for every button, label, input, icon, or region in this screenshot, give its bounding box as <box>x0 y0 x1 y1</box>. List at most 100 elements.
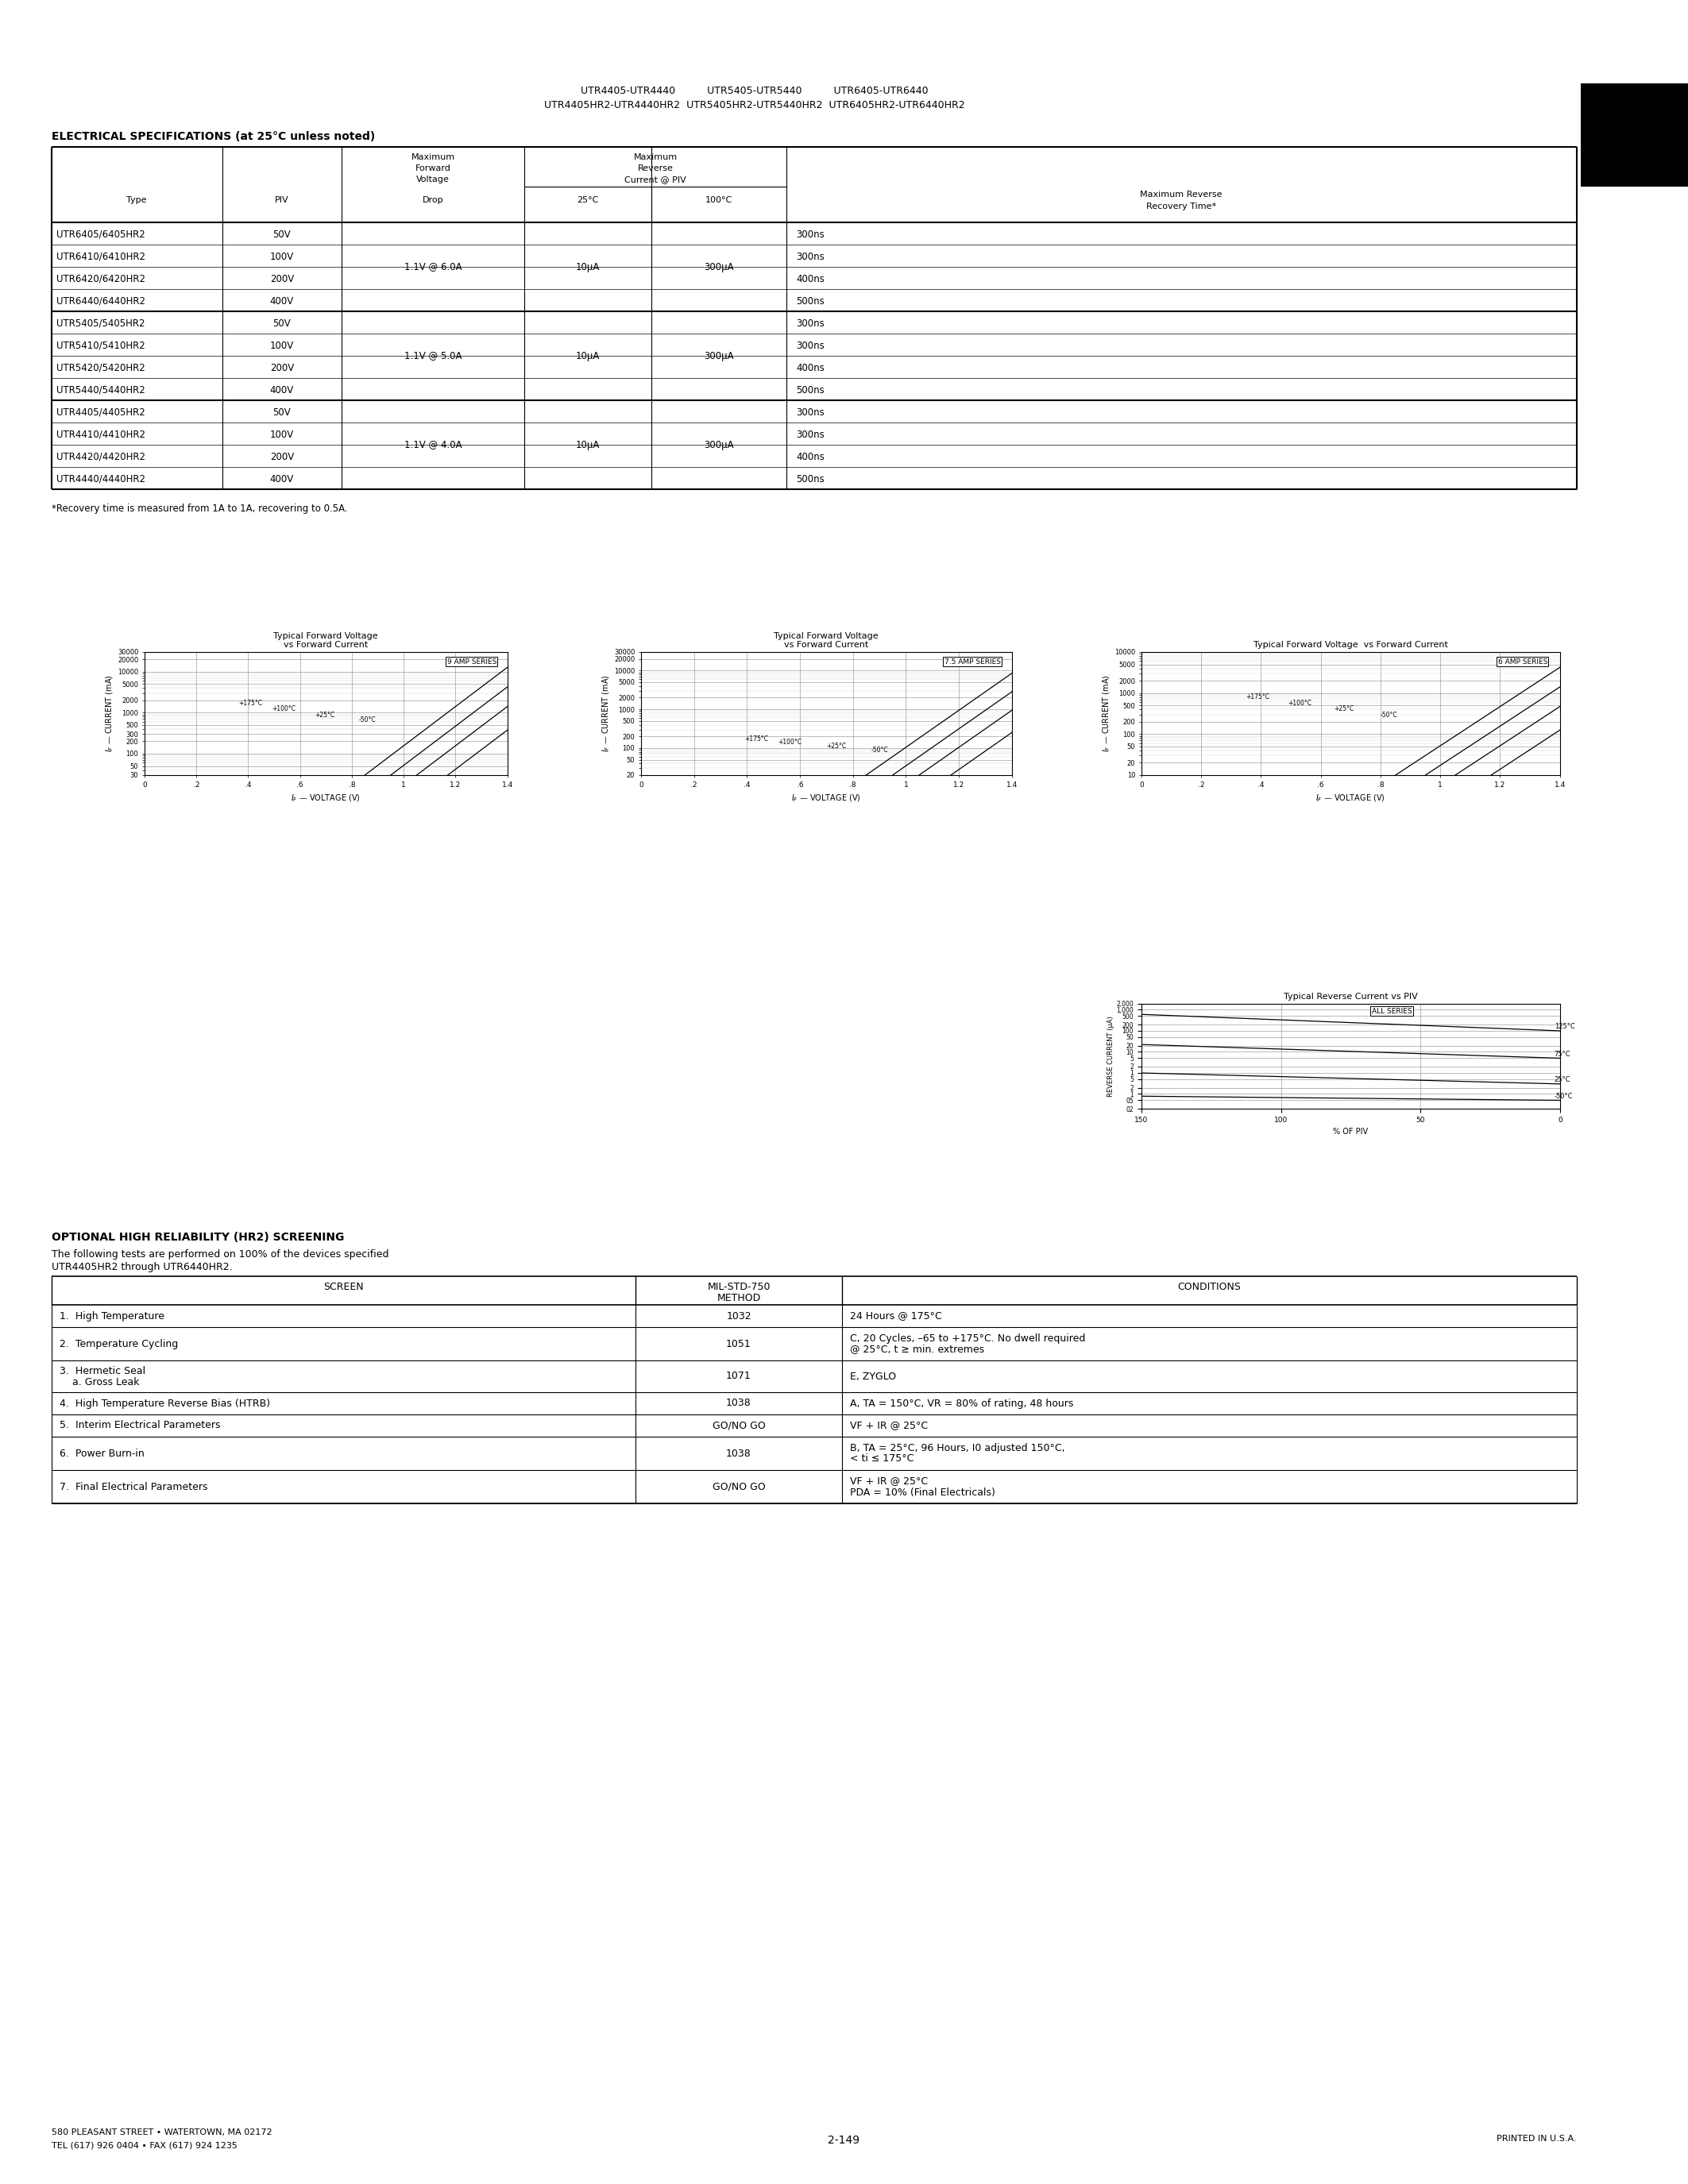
Text: -50°C: -50°C <box>1555 1092 1573 1101</box>
Text: 2-149: 2-149 <box>827 2134 859 2147</box>
Text: UTR4405HR2-UTR4440HR2  UTR5405HR2-UTR5440HR2  UTR6405HR2-UTR6440HR2: UTR4405HR2-UTR4440HR2 UTR5405HR2-UTR5440… <box>544 100 966 111</box>
Text: VF + IR @ 25°C: VF + IR @ 25°C <box>851 1476 928 1487</box>
Text: 2.  Temperature Cycling: 2. Temperature Cycling <box>59 1339 179 1350</box>
Title: Typical Forward Voltage
vs Forward Current: Typical Forward Voltage vs Forward Curre… <box>273 631 378 649</box>
Text: 100°C: 100°C <box>706 197 733 203</box>
X-axis label: $I_F$ — VOLTAGE (V): $I_F$ — VOLTAGE (V) <box>1317 793 1386 804</box>
Text: UTR6420/6420HR2: UTR6420/6420HR2 <box>56 273 145 284</box>
Text: UTR4440/4440HR2: UTR4440/4440HR2 <box>56 474 145 485</box>
Text: 125°C: 125°C <box>1555 1024 1575 1031</box>
Text: 100V: 100V <box>270 341 294 352</box>
Text: 300μA: 300μA <box>704 439 734 450</box>
Text: 2: 2 <box>1622 118 1646 153</box>
Text: UTR5440/5440HR2: UTR5440/5440HR2 <box>56 384 145 395</box>
Text: CONDITIONS: CONDITIONS <box>1177 1282 1241 1293</box>
Text: +25°C: +25°C <box>316 712 334 719</box>
Text: Recovery Time*: Recovery Time* <box>1146 203 1215 210</box>
Text: A, TA = 150°C, VR = 80% of rating, 48 hours: A, TA = 150°C, VR = 80% of rating, 48 ho… <box>851 1398 1074 1409</box>
Text: GO/NO GO: GO/NO GO <box>712 1481 765 1492</box>
Text: 10μA: 10μA <box>576 439 599 450</box>
Bar <box>1580 83 1688 186</box>
Text: TEL (617) 926 0404 • FAX (617) 924 1235: TEL (617) 926 0404 • FAX (617) 924 1235 <box>52 2140 238 2149</box>
Text: 7.  Final Electrical Parameters: 7. Final Electrical Parameters <box>59 1481 208 1492</box>
Title: Typical Forward Voltage
vs Forward Current: Typical Forward Voltage vs Forward Curre… <box>775 631 879 649</box>
X-axis label: $I_F$ — VOLTAGE (V): $I_F$ — VOLTAGE (V) <box>792 793 861 804</box>
Text: < ti ≤ 175°C: < ti ≤ 175°C <box>851 1455 913 1463</box>
Text: PIV: PIV <box>275 197 289 203</box>
Text: 10μA: 10μA <box>576 262 599 273</box>
Text: 500ns: 500ns <box>797 295 824 306</box>
Text: +100°C: +100°C <box>1288 699 1312 708</box>
Text: OPTIONAL HIGH RELIABILITY (HR2) SCREENING: OPTIONAL HIGH RELIABILITY (HR2) SCREENIN… <box>52 1232 344 1243</box>
Text: UTR6410/6410HR2: UTR6410/6410HR2 <box>56 251 145 262</box>
Text: a. Gross Leak: a. Gross Leak <box>59 1376 140 1387</box>
Text: 75°C: 75°C <box>1555 1051 1572 1057</box>
Text: ELECTRICAL SPECIFICATIONS (at 25°C unless noted): ELECTRICAL SPECIFICATIONS (at 25°C unles… <box>52 131 375 142</box>
Text: UTR4405-UTR4440          UTR5405-UTR5440          UTR6405-UTR6440: UTR4405-UTR4440 UTR5405-UTR5440 UTR6405-… <box>581 85 928 96</box>
Text: UTR5410/5410HR2: UTR5410/5410HR2 <box>56 341 145 352</box>
Text: Maximum: Maximum <box>412 153 454 162</box>
Text: 5.  Interim Electrical Parameters: 5. Interim Electrical Parameters <box>59 1420 221 1431</box>
Text: 200V: 200V <box>270 452 294 461</box>
Text: 400ns: 400ns <box>797 452 824 461</box>
Text: 300ns: 300ns <box>797 319 824 328</box>
Text: 300ns: 300ns <box>797 251 824 262</box>
Text: 1038: 1038 <box>726 1398 751 1409</box>
Y-axis label: $I_F$ — CURRENT (mA): $I_F$ — CURRENT (mA) <box>601 675 611 751</box>
Text: +100°C: +100°C <box>778 738 802 747</box>
Text: 1.1V @ 5.0A: 1.1V @ 5.0A <box>403 352 463 360</box>
Text: 9 AMP SERIES: 9 AMP SERIES <box>447 657 496 666</box>
Y-axis label: $I_F$ — CURRENT (mA): $I_F$ — CURRENT (mA) <box>1102 675 1112 751</box>
Text: 25°C: 25°C <box>1555 1077 1570 1083</box>
Text: 500ns: 500ns <box>797 474 824 485</box>
Text: 400V: 400V <box>270 384 294 395</box>
Text: 300ns: 300ns <box>797 406 824 417</box>
Text: 1038: 1038 <box>726 1448 751 1459</box>
Text: 1.1V @ 6.0A: 1.1V @ 6.0A <box>403 262 463 273</box>
Title: Typical Forward Voltage  vs Forward Current: Typical Forward Voltage vs Forward Curre… <box>1254 642 1448 649</box>
Text: METHOD: METHOD <box>717 1293 761 1304</box>
Text: E, ZYGLO: E, ZYGLO <box>851 1372 896 1382</box>
Text: Reverse: Reverse <box>638 164 674 173</box>
Text: +100°C: +100°C <box>272 705 295 712</box>
Text: 6 AMP SERIES: 6 AMP SERIES <box>1497 657 1548 666</box>
Text: 100V: 100V <box>270 430 294 439</box>
Text: -50°C: -50°C <box>871 747 888 753</box>
Text: 1051: 1051 <box>726 1339 751 1350</box>
Text: Type: Type <box>127 197 147 203</box>
Text: PRINTED IN U.S.A.: PRINTED IN U.S.A. <box>1497 2134 1577 2143</box>
Text: +25°C: +25°C <box>827 743 846 749</box>
Text: Voltage: Voltage <box>417 175 449 183</box>
Text: @ 25°C, t ≥ min. extremes: @ 25°C, t ≥ min. extremes <box>851 1343 984 1354</box>
Text: 7.5 AMP SERIES: 7.5 AMP SERIES <box>944 657 1001 666</box>
Text: 300μA: 300μA <box>704 262 734 273</box>
Y-axis label: REVERSE CURRENT (μA): REVERSE CURRENT (μA) <box>1107 1016 1114 1096</box>
Text: 300ns: 300ns <box>797 341 824 352</box>
Text: PDA = 10% (Final Electricals): PDA = 10% (Final Electricals) <box>851 1487 996 1498</box>
Text: *Recovery time is measured from 1A to 1A, recovering to 0.5A.: *Recovery time is measured from 1A to 1A… <box>52 505 348 513</box>
Text: -50°C: -50°C <box>1381 712 1398 719</box>
Text: +175°C: +175°C <box>238 699 263 708</box>
Text: UTR5405/5405HR2: UTR5405/5405HR2 <box>56 319 145 328</box>
Text: SCREEN: SCREEN <box>322 1282 363 1293</box>
Text: 1032: 1032 <box>726 1310 751 1321</box>
Text: 3.  Hermetic Seal: 3. Hermetic Seal <box>59 1365 145 1376</box>
Title: Typical Reverse Current vs PIV: Typical Reverse Current vs PIV <box>1283 994 1418 1000</box>
Text: VF + IR @ 25°C: VF + IR @ 25°C <box>851 1420 928 1431</box>
Text: Maximum: Maximum <box>633 153 677 162</box>
Text: 400ns: 400ns <box>797 273 824 284</box>
Text: Current @ PIV: Current @ PIV <box>625 175 687 183</box>
Text: 10μA: 10μA <box>576 352 599 360</box>
Text: 1.  High Temperature: 1. High Temperature <box>59 1310 164 1321</box>
Text: C, 20 Cycles, –65 to +175°C. No dwell required: C, 20 Cycles, –65 to +175°C. No dwell re… <box>851 1332 1085 1343</box>
Text: 24 Hours @ 175°C: 24 Hours @ 175°C <box>851 1310 942 1321</box>
X-axis label: $I_F$ — VOLTAGE (V): $I_F$ — VOLTAGE (V) <box>290 793 361 804</box>
Text: 1071: 1071 <box>726 1372 751 1382</box>
Text: ALL SERIES: ALL SERIES <box>1372 1007 1411 1016</box>
Text: 200V: 200V <box>270 363 294 373</box>
Text: 500ns: 500ns <box>797 384 824 395</box>
Text: UTR5420/5420HR2: UTR5420/5420HR2 <box>56 363 145 373</box>
Text: 50V: 50V <box>273 406 290 417</box>
Text: Maximum Reverse: Maximum Reverse <box>1139 190 1222 199</box>
Text: 300μA: 300μA <box>704 352 734 360</box>
